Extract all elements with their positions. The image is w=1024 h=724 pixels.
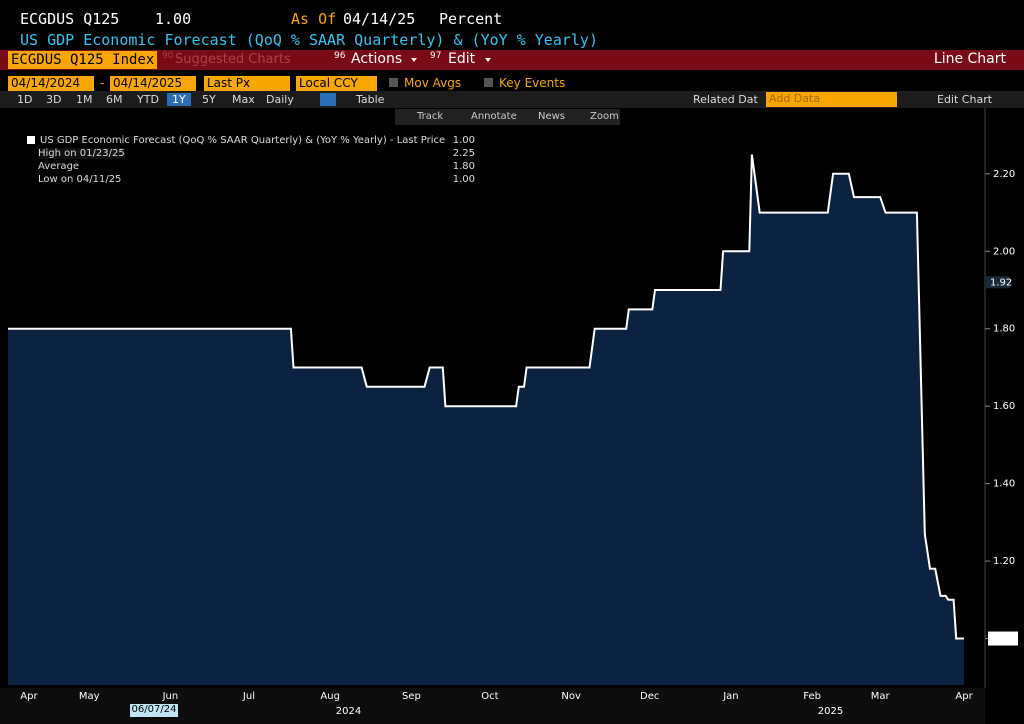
edit-chart[interactable]: Edit Chart [937,93,993,106]
x-tick-label: Oct [481,691,498,702]
x-tick-label: Mar [871,691,891,702]
chart-kind: Line Chart [933,51,1006,67]
legend [14,133,454,188]
period-button[interactable]: 1D [17,93,33,106]
y-tick-label: 2.00 [993,246,1015,257]
marker-label-box [986,276,1010,289]
x-tick-label: Sep [402,691,421,702]
crosshair-date: 06/07/24 [130,704,178,717]
y-tick-label: 1.20 [993,556,1015,567]
period-button[interactable]: 6M [106,93,123,106]
dropdown-arrow [411,58,417,62]
period-button[interactable]: 5Y [202,93,216,106]
checkbox[interactable] [389,78,398,87]
related-data[interactable]: Related Dat [693,93,758,106]
price: 1.00 [155,10,192,28]
period-button[interactable]: 3D [46,93,62,106]
legend-row-value: 1.00 [452,174,475,185]
legend-row-label: Average [38,161,80,172]
y-tick-label: 1.60 [993,401,1015,412]
x-tick-label: Nov [561,691,581,702]
suggested-charts[interactable]: Suggested Charts [175,52,291,67]
as-of-date: 04/14/25 [343,10,416,28]
units: Percent [439,10,503,28]
x-tick-label: Jun [162,691,179,702]
x-tick-label: May [79,691,100,702]
x-tick-label: Apr [955,691,973,702]
edit-code: 97 [430,51,442,61]
suggested-code: 90 [162,51,174,61]
area [8,154,964,685]
legend-last: 1.00 [452,135,475,146]
x-tick-label: Aug [320,691,340,702]
as-of-label: As Of [291,10,337,28]
legend-row-label: Low on 04/11/25 [38,174,122,185]
price-line [8,154,964,640]
x-tick-label: Dec [640,691,659,702]
x-tick-label: Feb [803,691,821,702]
last-price-label: 1.00 [992,634,1014,645]
key-events[interactable]: Key Events [499,76,566,90]
period-button-active[interactable]: 1Y [167,93,191,106]
dropdown-arrow [485,58,491,62]
ticker: ECGDUS Q125 [20,10,120,28]
marker-label: 1.92 [990,277,1012,288]
actions-menu[interactable]: Actions [351,51,403,67]
actions-code: 96 [334,51,346,61]
year-label: 2024 [336,706,361,717]
legend-row-value: 1.80 [452,161,475,172]
legend-swatch [27,136,35,144]
date-separator: - [100,76,105,90]
checkbox[interactable] [484,78,493,87]
description: US GDP Economic Forecast (QoQ % SAAR Qua… [20,31,598,49]
tool-button[interactable]: Track [417,111,444,122]
menu-bar [0,50,1024,70]
frequency-select[interactable]: Daily [266,93,294,106]
chart: 1.00 1.20 1.40 1.60 1.80 2.00 2.20 Apr May Jun Jul… [0,108,1018,724]
x-tick-label: Jan [722,691,738,702]
y-tick-label: 2.20 [993,169,1015,180]
mov-avgs[interactable]: Mov Avgs [404,76,462,90]
x-tick-label: Jul [242,691,255,702]
table-button[interactable]: Table [356,93,385,106]
y-tick-label: 1.40 [993,479,1015,490]
x-tick-label: Apr [20,691,38,702]
legend-row-label: High on 01/23/25 [38,148,125,159]
tool-button[interactable]: Annotate [471,111,517,122]
tool-button[interactable]: Zoom [590,111,619,122]
security-field[interactable]: ECGDUS Q125 Index [8,51,157,69]
field-select[interactable]: Last Px [204,76,290,91]
period-button[interactable]: Max [232,93,255,106]
last-price-box [988,631,1018,646]
currency-select[interactable]: Local CCY [296,76,377,91]
end-date[interactable]: 04/14/2025 [110,76,196,91]
legend-title: US GDP Economic Forecast (QoQ % SAAR Qua… [40,135,446,146]
period-button[interactable]: 1M [76,93,93,106]
tool-button[interactable]: News [538,111,566,122]
chart-toolbar [395,109,620,125]
period-button[interactable]: YTD [137,93,159,106]
line-icon[interactable] [320,93,336,106]
year-label: 2025 [818,706,843,717]
add-data-input[interactable]: Add Data [766,92,897,107]
edit-menu[interactable]: Edit [448,51,476,67]
legend-row-value: 2.25 [452,148,475,159]
start-date[interactable]: 04/14/2024 [8,76,94,91]
y-tick-label: 1.80 [993,324,1015,335]
